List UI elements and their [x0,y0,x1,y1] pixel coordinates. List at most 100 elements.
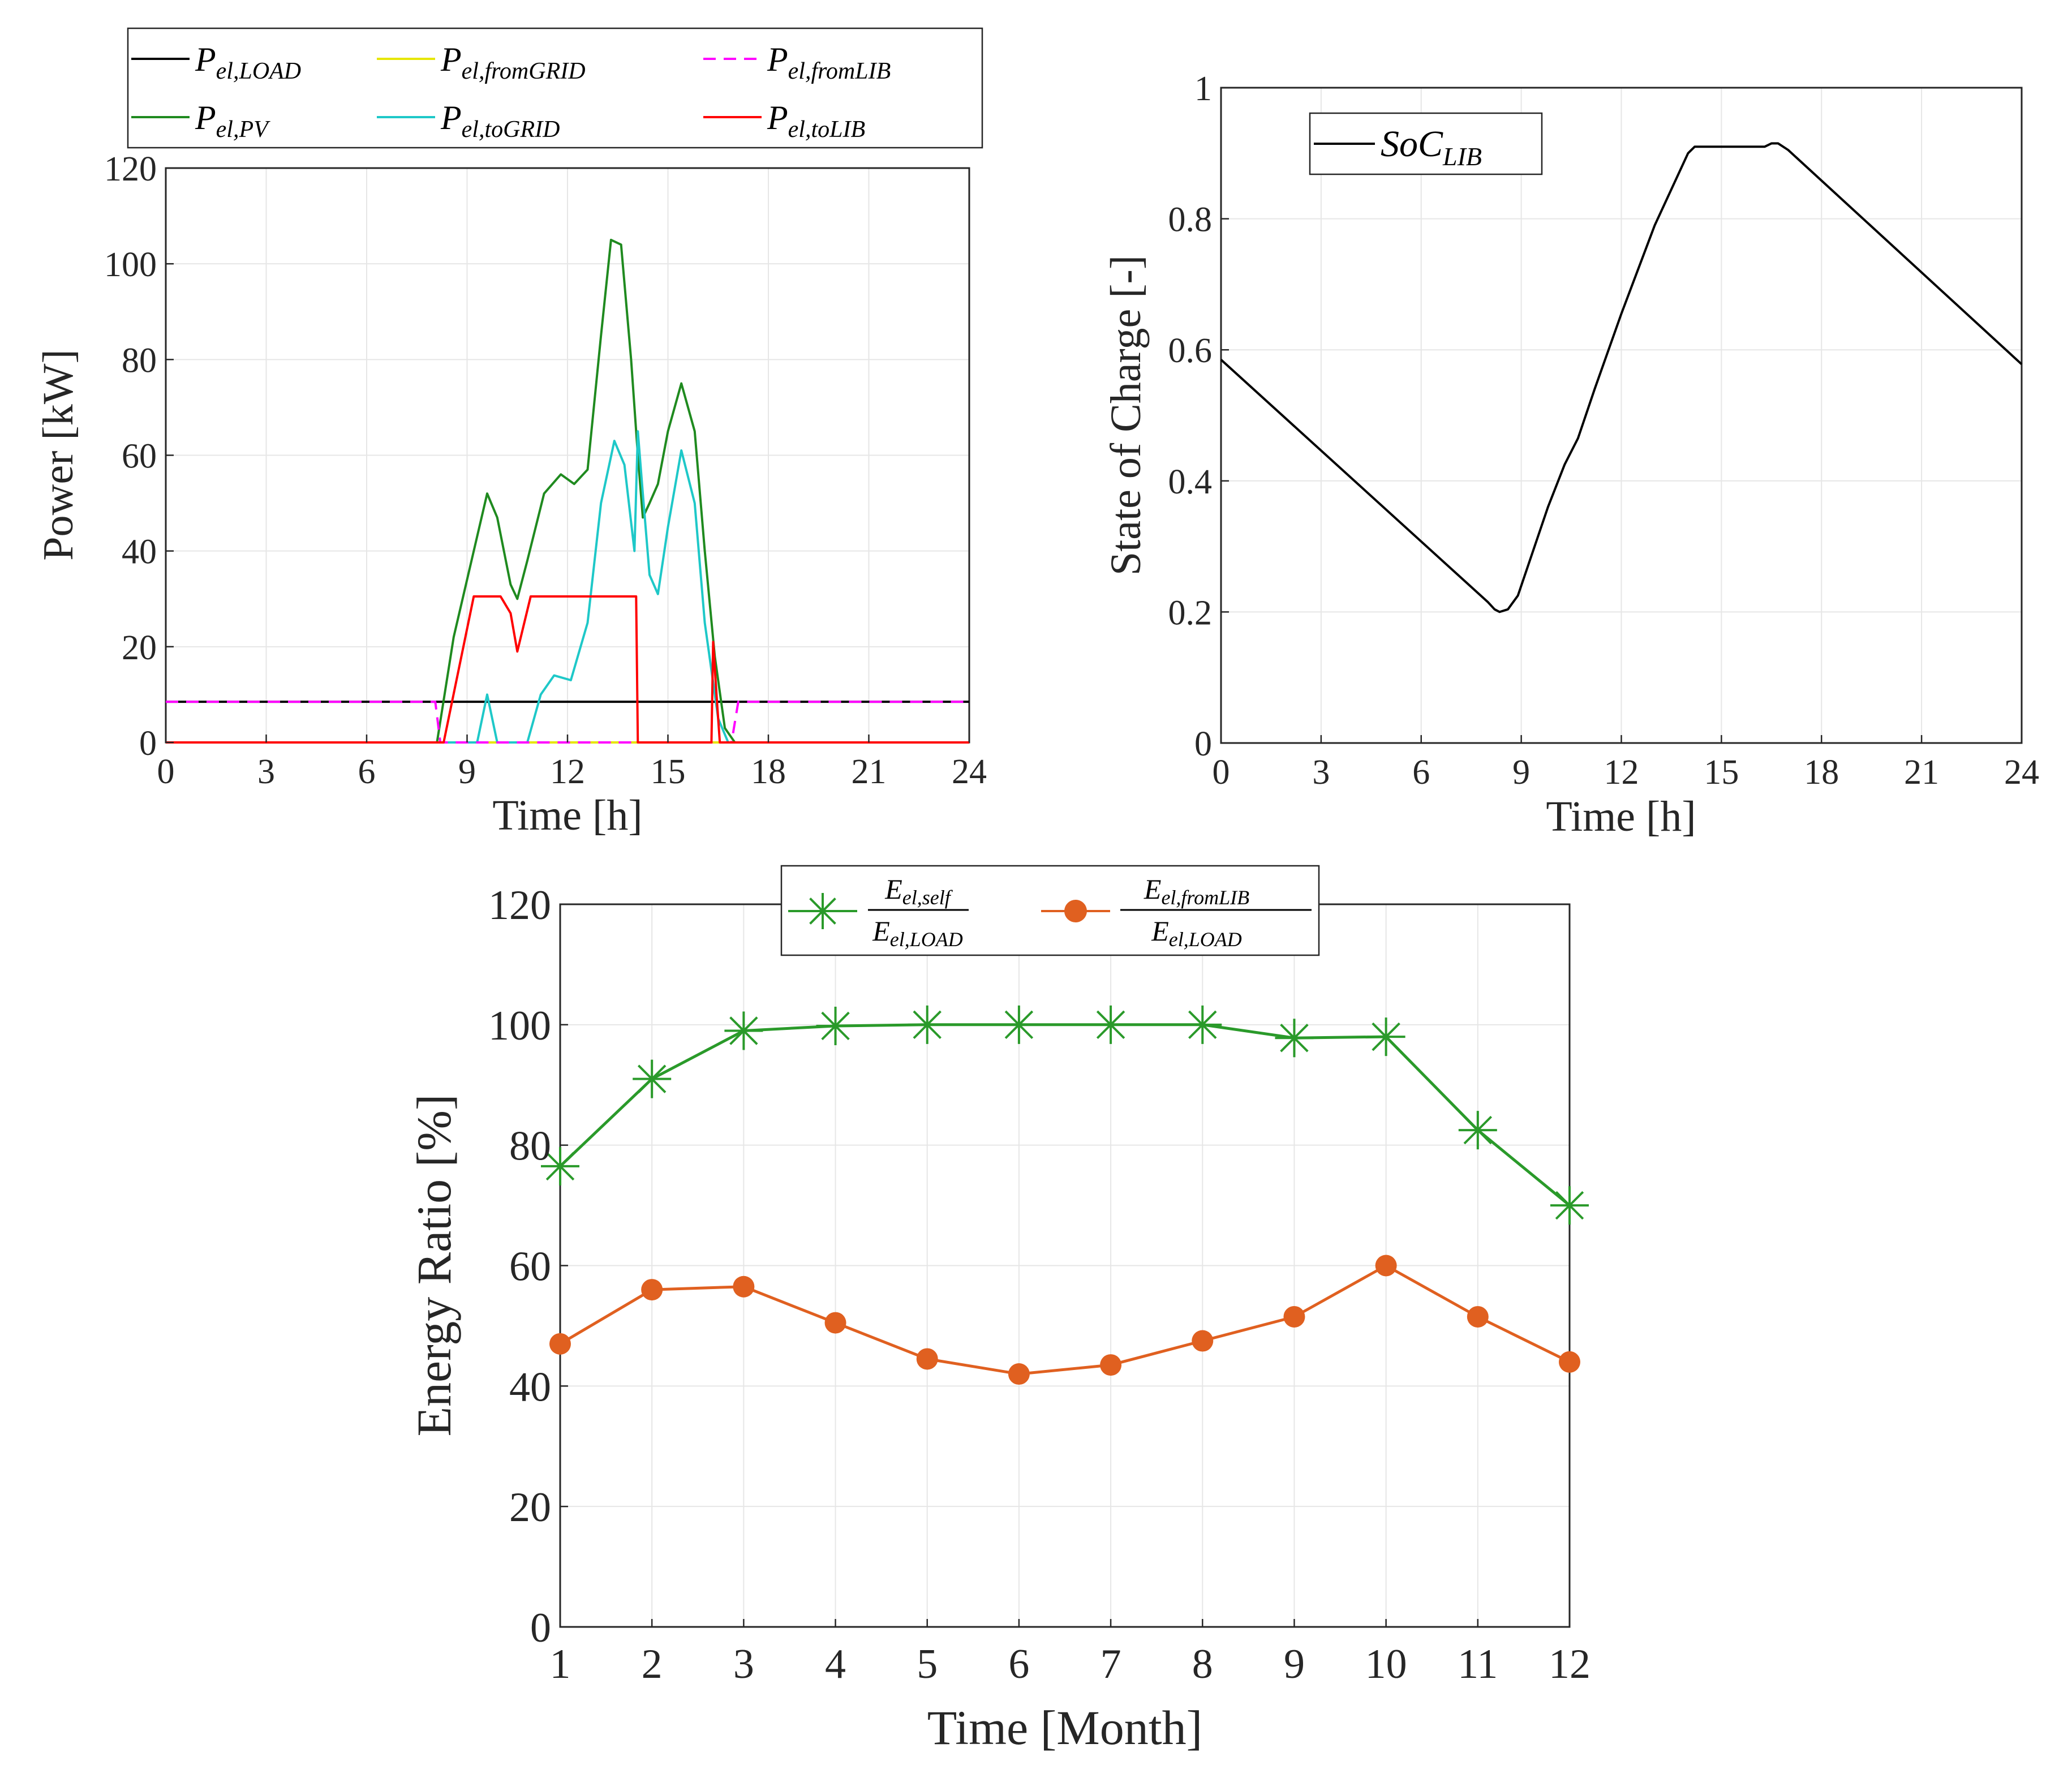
power-x-tick-label: 12 [550,753,585,791]
soc-y-tick-label: 0.8 [1168,201,1213,239]
energy_ratio-point-e-el-self-e-el-load-6 [999,1005,1038,1044]
power-chart-y-ticks: 0 20 40 60 80 100 120 [104,150,174,763]
energy_ratio-x-tick-label: 5 [917,1641,938,1687]
soc-x-tick-label: 0 [1213,753,1230,792]
energy_ratio-point-e-el-self-e-el-load-10 [1366,1017,1405,1057]
power-series-p-el-tolib [166,595,969,744]
energy_ratio-point-e-el-fromlib-e-el-load-11 [1467,1305,1489,1328]
energy_ratio-point-e-el-fromlib-e-el-load-3 [733,1275,755,1298]
energy_ratio-point-e-el-fromlib-e-el-load-7 [1100,1354,1122,1376]
legend-swatch-fromlib-ratio-marker [1064,900,1087,922]
energy_ratio-x-tick-label: 1 [550,1641,571,1687]
energy_ratio-point-e-el-fromlib-e-el-load-10 [1375,1255,1397,1277]
legend-entry-p-load: Pel,LOAD [131,41,301,84]
energy_ratio-point-e-el-fromlib-e-el-load-1 [549,1333,571,1355]
energy_ratio-x-tick-label: 10 [1365,1641,1407,1687]
energy_ratio-y-tick-label: 100 [488,1003,551,1049]
legend-label-p-pv: Pel,PV [195,99,270,143]
soc-x-tick-label: 18 [1804,753,1839,792]
soc-x-tick-label: 21 [1904,753,1939,792]
power-x-tick-label: 9 [458,753,476,791]
legend-label-p-togrid: Pel,toGRID [440,99,560,143]
energy_ratio-point-e-el-self-e-el-load-3 [724,1011,763,1050]
power-chart-series [166,238,969,744]
power-chart-grid [165,168,970,743]
energy-ratio-chart-x-label: Time [Month] [927,1700,1203,1755]
soc-y-tick-label: 0.4 [1168,463,1213,501]
energy_ratio-y-tick-label: 20 [509,1484,551,1531]
energy_ratio-y-tick-label: 40 [509,1364,551,1410]
energy_ratio-point-e-el-fromlib-e-el-load-8 [1192,1330,1214,1352]
power-y-tick-label: 0 [139,724,157,763]
energy_ratio-x-tick-label: 8 [1192,1641,1213,1687]
legend-label-p-tolib: Pel,toLIB [767,99,865,143]
energy_ratio-x-tick-label: 2 [642,1641,663,1687]
soc-x-tick-label: 6 [1412,753,1430,792]
energy_ratio-x-tick-label: 6 [1008,1641,1029,1687]
soc-chart-grid [1220,87,2022,744]
power-series-p-el-fromlib [166,701,969,744]
energy_ratio-series-e-el-self-e-el-load [559,1023,1571,1207]
power-x-tick-label: 0 [157,753,175,791]
energy_ratio-point-e-el-self-e-el-load-2 [633,1059,672,1098]
energy_ratio-x-tick-label: 9 [1284,1641,1305,1687]
soc-chart-x-ticks: 0 3 6 9 12 15 18 21 24 [1213,735,2039,792]
legend-swatch-self-ratio-marker [805,893,841,929]
energy-ratio-chart-x-ticks: 1 2 3 4 5 6 7 8 9 10 11 12 [550,1619,1590,1687]
legend-fromlib-ratio-denominator: Eel,LOAD [1151,915,1242,951]
energy_ratio-point-e-el-fromlib-e-el-load-6 [1008,1363,1030,1385]
legend-entry-self-ratio: Eel,self Eel,LOAD [788,873,969,951]
power-y-tick-label: 120 [104,150,157,188]
energy_ratio-y-tick-label: 80 [509,1123,551,1170]
energy_ratio-y-tick-label: 0 [530,1605,551,1651]
energy_ratio-point-e-el-fromlib-e-el-load-12 [1559,1351,1580,1373]
soc-chart-y-ticks: 0 0.2 0.4 0.6 0.8 1 [1168,70,1229,763]
energy-ratio-chart-series [541,1005,1589,1385]
power-series-p-el-pv [166,238,969,744]
legend-fromlib-ratio-numerator: Eel,fromLIB [1144,873,1249,909]
legend-entry-p-pv: Pel,PV [131,99,270,143]
power-chart-legend: Pel,LOAD Pel,fromGRID Pel,fromLIB Pel,PV… [127,27,983,149]
legend-label-p-fromlib: Pel,fromLIB [767,41,891,84]
soc-y-tick-label: 0.6 [1168,332,1213,370]
energy_ratio-y-tick-label: 60 [509,1244,551,1290]
power-x-tick-label: 18 [751,753,786,791]
power-chart-y-label: Power [kW] [35,349,82,561]
power-y-tick-label: 20 [122,629,157,667]
energy_ratio-point-e-el-self-e-el-load-11 [1458,1111,1497,1150]
soc-y-tick-label: 0 [1194,725,1212,763]
soc-x-tick-label: 24 [2004,753,2039,792]
legend-label-soc: SoCLIB [1381,123,1482,171]
power-x-tick-label: 21 [852,753,887,791]
power-chart-x-label: Time [h] [492,792,642,839]
energy_ratio-x-tick-label: 12 [1549,1641,1590,1687]
power-y-tick-label: 100 [104,246,157,284]
soc-x-tick-label: 12 [1604,753,1639,792]
energy_ratio-point-e-el-self-e-el-load-5 [908,1005,947,1044]
power-x-tick-label: 3 [257,753,275,791]
energy_ratio-point-e-el-self-e-el-load-8 [1183,1005,1222,1044]
legend-entry-p-togrid: Pel,toGRID [377,99,560,143]
energy-ratio-chart-legend: Eel,self Eel,LOAD Eel,fromLIB Eel,LOAD [780,865,1320,956]
energy_ratio-point-e-el-fromlib-e-el-load-2 [641,1279,663,1301]
soc-chart-x-label: Time [h] [1546,793,1696,840]
power-chart-legend-box [127,27,983,149]
legend-self-ratio-numerator: Eel,self [884,873,953,909]
soc-y-tick-label: 1 [1194,70,1212,108]
power-x-tick-label: 15 [651,753,686,791]
soc-x-tick-label: 9 [1512,753,1530,792]
energy_ratio-x-tick-label: 3 [733,1641,754,1687]
soc-x-tick-label: 3 [1312,753,1330,792]
power-y-tick-label: 40 [122,533,157,572]
energy-ratio-chart-y-ticks: 0 20 40 60 80 100 120 [488,882,568,1651]
power-x-tick-label: 6 [358,753,376,791]
soc-series-soc-lib [1220,142,2023,613]
energy-ratio-chart-grid [560,904,1570,1627]
energy_ratio-x-tick-label: 4 [825,1641,846,1687]
energy_ratio-point-e-el-fromlib-e-el-load-4 [824,1312,846,1334]
soc-y-tick-label: 0.2 [1168,594,1213,632]
legend-self-ratio-denominator: Eel,LOAD [872,915,963,951]
